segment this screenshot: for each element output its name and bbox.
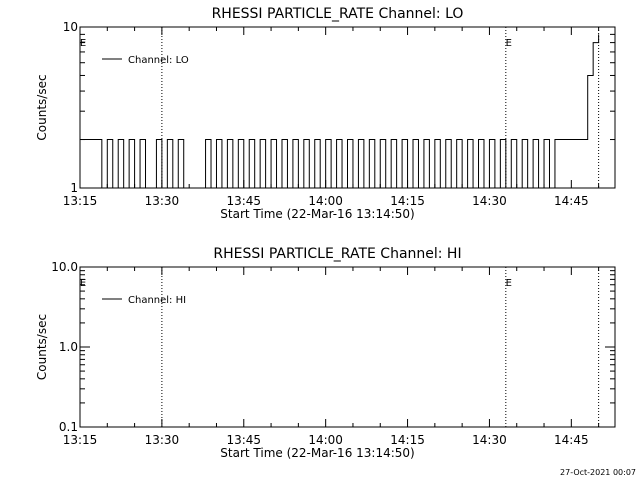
x-tick-label: 14:45: [554, 433, 589, 447]
x-tick-label: 14:15: [390, 433, 425, 447]
x-tick-label: 13:45: [226, 194, 261, 208]
event-marker-label: E: [506, 278, 512, 289]
plot-frame: [79, 266, 616, 428]
event-marker-label: E: [80, 278, 86, 289]
x-tick-label: 13:15: [63, 433, 98, 447]
y-axis-label: Counts/sec: [35, 74, 49, 140]
event-marker-label: E: [80, 38, 86, 49]
panel-lo: RHESSI PARTICLE_RATE Channel: LO 13:15 13:…: [35, 6, 616, 221]
x-tick-label: 13:15: [63, 194, 98, 208]
x-tick-label: 14:00: [308, 194, 343, 208]
footer-timestamp: 27-Oct-2021 00:07: [560, 468, 636, 477]
x-tick-label: 13:45: [226, 433, 261, 447]
y-tick-label: 0.1: [59, 420, 78, 434]
y-tick-label: 10.0: [51, 260, 78, 274]
series-line-channel--lo: [80, 34, 600, 189]
x-tick-label: 14:00: [308, 433, 343, 447]
x-tick-label: 13:30: [145, 194, 180, 208]
x-axis-label: Start Time (22-Mar-16 13:14:50): [220, 446, 414, 460]
panel-hi: RHESSI PARTICLE_RATE Channel: HI 13:15 13:…: [35, 246, 616, 460]
x-tick-label: 14:30: [472, 433, 507, 447]
y-axis-label: Counts/sec: [35, 314, 49, 380]
legend-label: Channel: HI: [128, 295, 186, 306]
y-tick-label: 1: [70, 181, 78, 195]
x-axis-label: Start Time (22-Mar-16 13:14:50): [220, 207, 414, 221]
event-marker-label: E: [506, 38, 512, 49]
legend-label: Channel: LO: [128, 55, 189, 66]
x-tick-label: 14:15: [390, 194, 425, 208]
x-tick-label: 14:45: [554, 194, 589, 208]
y-tick-label: 10: [63, 20, 78, 34]
chart-title: RHESSI PARTICLE_RATE Channel: LO: [212, 6, 464, 22]
x-tick-label: 13:30: [145, 433, 180, 447]
x-tick-label: 14:30: [472, 194, 507, 208]
chart-title: RHESSI PARTICLE_RATE Channel: HI: [213, 246, 461, 262]
y-tick-label: 1.0: [59, 340, 78, 354]
